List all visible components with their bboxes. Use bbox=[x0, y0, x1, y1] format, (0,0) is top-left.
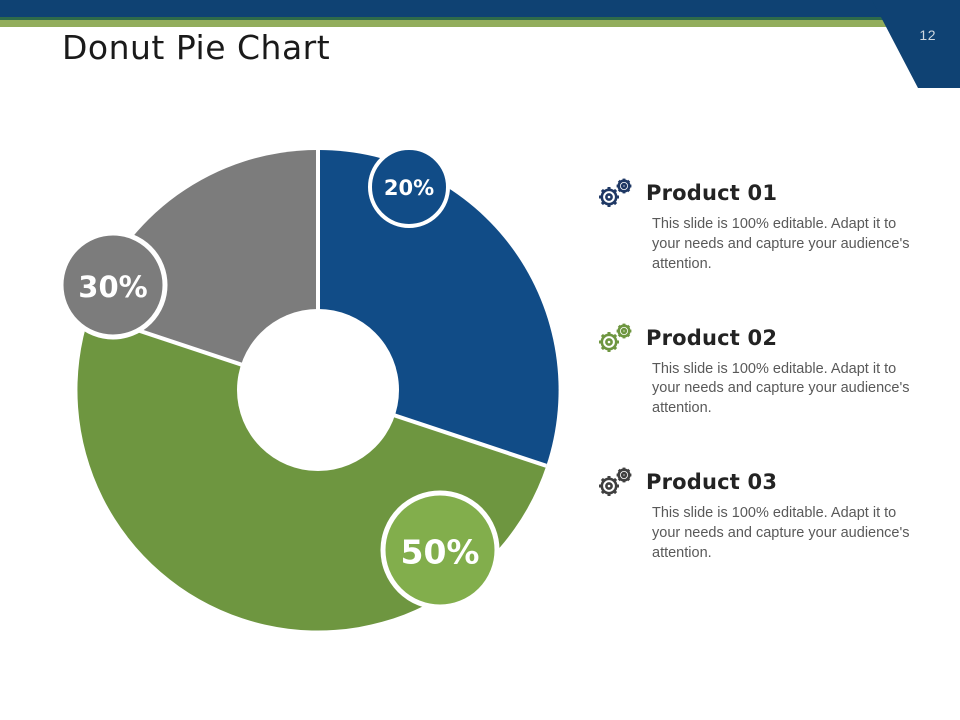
donut-slice-product-01[interactable] bbox=[318, 149, 559, 466]
callout-label-50: 50% bbox=[401, 533, 480, 572]
list-item-body: This slide is 100% editable. Adapt it to… bbox=[652, 360, 910, 417]
callout-bubble-50[interactable]: 50% bbox=[380, 490, 500, 610]
gears-icon bbox=[599, 323, 632, 352]
donut-chart: 20% 30% 50% bbox=[55, 140, 575, 650]
product-list: Product 01 This slide is 100% editable. … bbox=[596, 176, 926, 610]
list-item-body: This slide is 100% editable. Adapt it to… bbox=[652, 216, 910, 272]
gears-icon bbox=[599, 178, 632, 207]
callout-label-20: 20% bbox=[384, 176, 434, 200]
list-item-header: Product 03 bbox=[596, 465, 926, 499]
donut-slice-product-03[interactable] bbox=[89, 149, 318, 390]
list-item-header: Product 01 bbox=[596, 176, 926, 210]
page-title: Donut Pie Chart bbox=[62, 28, 331, 67]
list-item-title: Product 02 bbox=[646, 325, 778, 350]
list-item-header: Product 02 bbox=[596, 321, 926, 355]
list-item-title: Product 01 bbox=[646, 181, 778, 205]
header-corner-shape bbox=[810, 0, 960, 88]
list-item-product-03[interactable]: Product 03 This slide is 100% editable. … bbox=[596, 465, 926, 564]
header-rule-dark bbox=[0, 17, 917, 20]
list-item-body: This slide is 100% editable. Adapt it to… bbox=[652, 505, 910, 561]
gears-icon bbox=[599, 467, 632, 497]
callout-label-30: 30% bbox=[78, 270, 147, 304]
list-item-product-02[interactable]: Product 02 This slide is 100% editable. … bbox=[596, 321, 926, 420]
page-number: 12 bbox=[919, 27, 936, 43]
callout-bubble-30[interactable]: 30% bbox=[58, 230, 168, 340]
callout-bubble-20[interactable]: 20% bbox=[368, 146, 450, 228]
header-accent-rule bbox=[0, 20, 917, 27]
header-band bbox=[0, 0, 960, 17]
list-item-title: Product 03 bbox=[646, 470, 778, 495]
list-item-product-01[interactable]: Product 01 This slide is 100% editable. … bbox=[596, 176, 926, 275]
